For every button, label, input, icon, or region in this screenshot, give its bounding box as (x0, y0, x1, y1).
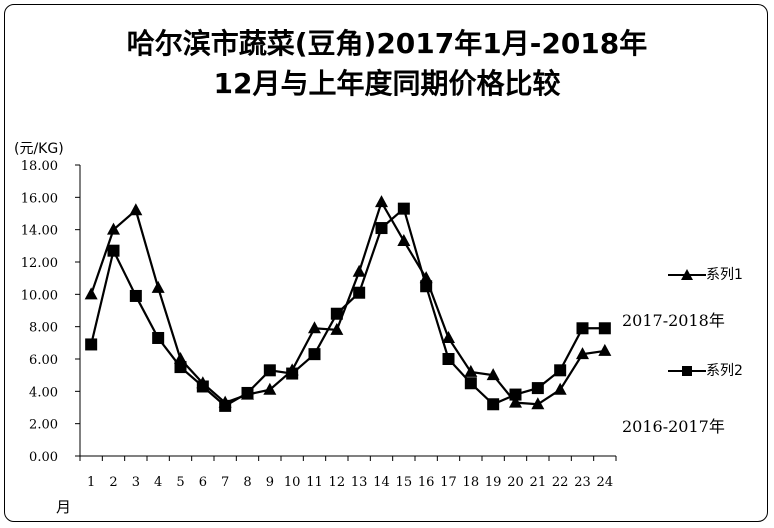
x-tick-label: 24 (597, 475, 614, 490)
series-1-point (107, 222, 120, 235)
series-2-point (554, 364, 567, 377)
series-2-point (531, 382, 544, 395)
series-2-point (397, 202, 410, 215)
x-tick-label: 7 (221, 475, 229, 490)
series-2-point (241, 386, 254, 399)
series-2-point (263, 364, 276, 377)
x-axis-label: 月 (56, 498, 72, 516)
legend-label-series-1: 系列1 (706, 267, 743, 283)
x-tick-label: 14 (373, 475, 390, 490)
series-1-point (397, 233, 411, 246)
x-tick-label: 9 (266, 475, 274, 490)
x-tick-label: 18 (463, 475, 480, 490)
y-tick-label: 0.00 (29, 450, 58, 465)
series-1-point (352, 264, 366, 277)
series-1-point (330, 322, 344, 335)
y-tick-label: 6.00 (29, 353, 58, 368)
x-tick-label: 23 (574, 475, 591, 490)
x-tick-label: 4 (154, 475, 162, 490)
annotation-2017-2018: 2017-2018年 (622, 311, 725, 330)
series-1-point (308, 321, 321, 334)
legend-item-series-2: 系列2 (668, 360, 743, 380)
series-2-point (85, 338, 98, 351)
y-tick-label: 12.00 (21, 256, 58, 271)
series-2-point (286, 367, 299, 380)
legend-label-series-2: 系列2 (706, 363, 743, 379)
x-tick-label: 5 (176, 475, 184, 490)
series-1-point (509, 395, 522, 408)
series-2-point (219, 399, 232, 412)
series-1-point (151, 280, 165, 293)
x-tick-label: 12 (329, 475, 346, 490)
series-1-point (576, 347, 589, 360)
series-2-point (330, 307, 343, 320)
y-tick-label: 18.00 (21, 159, 58, 174)
series-2-point (576, 322, 589, 335)
x-tick-label: 6 (199, 475, 207, 490)
series-2-point (107, 244, 120, 257)
annotation-2016-2017: 2016-2017年 (622, 417, 725, 436)
series-1-point (598, 343, 612, 356)
series-2-point (174, 361, 187, 374)
legend-item-series-1: 系列1 (668, 264, 743, 284)
series-2-point (353, 286, 366, 299)
y-tick-label: 4.00 (29, 385, 58, 400)
x-tick-label: 20 (507, 475, 524, 490)
y-tick-label: 8.00 (29, 321, 58, 336)
x-tick-label: 1 (87, 475, 95, 490)
x-tick-label: 13 (351, 475, 368, 490)
x-tick-label: 8 (243, 475, 251, 490)
x-tick-label: 3 (132, 475, 140, 490)
y-tick-label: 10.00 (21, 288, 58, 303)
x-tick-label: 16 (418, 475, 435, 490)
chart-title: 哈尔滨市蔬菜(豆角)2017年1月-2018年 (126, 27, 648, 60)
series-1-point (486, 368, 500, 381)
legend-marker-square (668, 366, 706, 376)
series-1-point (531, 397, 545, 410)
chart-subtitle: 12月与上年度同期价格比较 (213, 67, 561, 100)
y-tick-label: 16.00 (21, 191, 58, 206)
series-1-point (442, 330, 455, 343)
series-2-point (442, 353, 455, 365)
x-tick-label: 21 (530, 475, 547, 490)
x-tick-label: 11 (306, 475, 323, 490)
legend-marker-triangle (668, 269, 706, 280)
y-tick-label: 2.00 (29, 418, 58, 433)
series-2-point (152, 331, 165, 344)
x-tick-label: 19 (485, 475, 502, 490)
series-2-point (464, 377, 477, 390)
y-axis-label: (元/KG) (14, 141, 64, 157)
y-tick-label: 14.00 (21, 224, 58, 239)
x-tick-label: 2 (109, 475, 117, 490)
x-tick-label: 10 (284, 475, 301, 490)
x-tick-label: 15 (396, 475, 413, 490)
series-2-point (509, 388, 522, 401)
series-2-point (598, 322, 611, 335)
series-1-point (263, 382, 277, 395)
x-tick-label: 17 (440, 475, 457, 490)
series-1-point (464, 364, 478, 377)
series-2-point (487, 398, 500, 411)
series-1-point (129, 203, 143, 216)
series-1-point (419, 271, 433, 284)
series-2-line (90, 206, 605, 408)
series-2-point (375, 222, 388, 235)
series-1-point (174, 352, 187, 364)
series-1-point (84, 287, 98, 300)
series-1-point (375, 195, 388, 208)
series-2-point (129, 289, 142, 302)
series-2-point (308, 348, 321, 361)
series-1-point (553, 382, 567, 395)
series-2-point (196, 380, 209, 393)
chart-border (4, 4, 768, 522)
series-2-point (420, 280, 433, 293)
x-tick-label: 22 (552, 475, 569, 490)
